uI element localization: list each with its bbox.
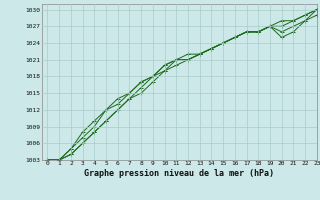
X-axis label: Graphe pression niveau de la mer (hPa): Graphe pression niveau de la mer (hPa) xyxy=(84,169,274,178)
